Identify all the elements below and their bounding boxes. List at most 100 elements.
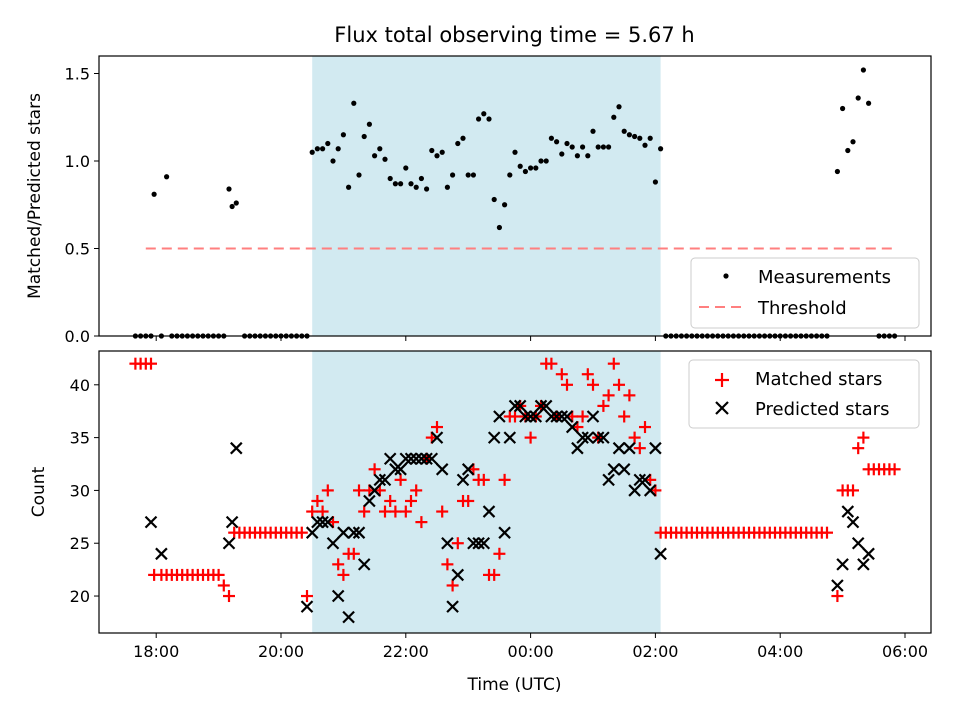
predicted-star-point [222,536,236,550]
bottom-x-tick-label: 06:00 [882,642,928,661]
measurement-point [512,149,518,155]
measurement-point [460,135,466,141]
measurement-point [580,144,586,150]
top-legend: Measurements Threshold [690,257,920,329]
matched-star-point [888,463,901,476]
predicted-star-point [399,452,413,466]
bottom-panel: 20 25 30 35 40 18:00 20:00 22:00 00:00 02:00 04:0… [29,350,932,695]
predicted-star-point [331,589,345,603]
measurement-point [855,95,861,101]
matched-star-point [321,484,334,497]
measurement-point [470,172,476,178]
measurement-point [372,153,378,159]
measurement-point [450,172,456,178]
matched-star-point [852,442,865,455]
measurement-point [330,158,336,164]
predicted-star-point [633,473,647,487]
measurement-point [486,116,492,122]
matched-star-point [332,558,345,571]
predicted-star-point [472,536,485,550]
matched-star-point [311,494,324,507]
predicted-star-point [545,410,558,423]
measurement-point [320,146,326,152]
predicted-star-point [857,558,870,571]
measurement-point [600,144,607,150]
predicted-star-point [607,463,621,476]
measurement-point [652,179,659,185]
measurement-point [637,135,643,141]
predicted-star-point [409,452,423,466]
measurement-point [309,149,315,155]
measurement-point [439,149,445,155]
bottom-x-tick-label: 18:00 [133,642,179,661]
predicted-star-point [441,536,454,550]
bottom-y-tick-label: 20 [70,587,90,606]
measurement-point [611,114,617,120]
predicted-star-point [513,399,527,413]
measurement-point [507,172,513,178]
predicted-star-point [144,515,158,529]
predicted-star-point [420,452,433,466]
predicted-star-point [415,452,428,466]
measurement-point [346,184,352,190]
matched-star-point [295,526,308,539]
bottom-x-tick-label: 20:00 [258,642,304,661]
matched-star-point [337,568,350,581]
measurement-point [626,132,633,138]
legend-threshold-label: Threshold [757,298,847,319]
matched-star-point [212,568,225,581]
measurement-point [522,168,529,175]
predicted-star-point [623,441,636,455]
predicted-star-point [851,536,865,550]
measurement-point [377,146,383,152]
bottom-x-tick-label: 04:00 [757,642,803,661]
matched-star-point [509,410,521,423]
predicted-star-point [305,526,319,539]
predicted-star-point [591,431,605,444]
bottom-y-tick-label: 40 [70,376,90,395]
predicted-star-point [524,410,537,423]
matched-star-point [581,368,594,381]
measurement-point [616,104,622,110]
bottom-y-tick-label: 30 [70,481,90,500]
matched-star-point [446,579,459,592]
measurement-point [559,151,565,157]
matched-star-point [389,505,402,518]
top-y-tick-label: 0.5 [65,240,90,259]
predicted-star-point [602,473,615,487]
predicted-star-point [311,515,324,529]
matched-star-point [347,547,360,560]
matched-star-point [368,463,381,476]
predicted-star-point [300,600,314,613]
measurement-point [429,147,435,154]
legend-predicted-marker [715,401,729,415]
predicted-star-point [337,526,350,539]
measurement-point [574,153,581,159]
predicted-star-point [342,610,355,624]
predicted-star-point [519,410,532,423]
bottom-y-tick-label: 35 [70,429,90,448]
measurement-point [387,175,393,182]
measurement-point [491,196,497,203]
matched-star-point [394,473,407,486]
matched-star-point [639,421,651,434]
measurement-point [434,153,440,159]
predicted-star-point [404,452,418,466]
predicted-star-point [643,484,657,497]
measurement-point [834,168,841,175]
measurement-point [481,111,487,117]
measurement-point [595,144,601,150]
matched-star-point [633,442,646,455]
matched-star-point [602,389,615,402]
measurement-point [840,105,846,112]
legend-matched-marker [715,373,729,387]
matched-star-point [431,421,443,434]
predicted-star-point [841,505,855,518]
matched-star-point [831,590,844,603]
bottom-x-tick-label: 02:00 [632,642,678,661]
measurement-point [590,128,596,134]
top-y-tick-label: 0.0 [65,327,90,346]
measurement-point [585,153,591,159]
predicted-star-point [368,484,381,497]
